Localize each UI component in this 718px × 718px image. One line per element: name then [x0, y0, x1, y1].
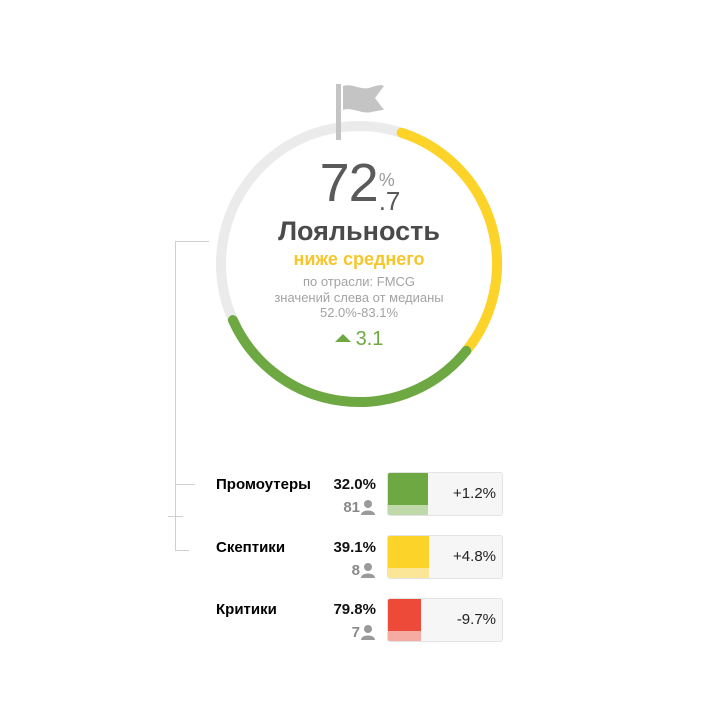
segment-fill-promoters — [388, 473, 428, 505]
segment-name-skeptics: Скептики — [216, 539, 286, 556]
segment-count-promoters: 81 — [343, 499, 360, 516]
segment-percent-critics: 79.8% — [333, 601, 376, 618]
metric-title: Лояльность — [278, 216, 440, 246]
segment-fill-skeptics — [388, 536, 430, 568]
segment-percent-promoters: 32.0% — [333, 476, 376, 493]
tree-branch-promoters — [175, 484, 195, 485]
tree-branch-top — [175, 241, 209, 242]
metric-status: ниже среднего — [293, 249, 425, 269]
score-integer: 72 — [319, 153, 379, 213]
segment-fill-light-skeptics — [388, 568, 430, 578]
delta-value: 3.1 — [300, 328, 418, 351]
segment-percent-skeptics: 39.1% — [333, 539, 376, 556]
delta-text: 3.1 — [355, 328, 384, 350]
industry-note: по отрасли: FMCG — [302, 274, 416, 289]
user-icon — [361, 500, 375, 515]
segment-fill-light-promoters — [388, 505, 428, 515]
segment-count-skeptics: 8 — [351, 562, 360, 579]
gauge-yellow-arc — [396, 127, 502, 356]
segment-change-box-skeptics: +4.8% — [387, 535, 503, 579]
segment-fill-light-critics — [388, 631, 422, 641]
expand-plus-icon-v[interactable] — [175, 509, 176, 524]
gauge-track — [216, 121, 423, 365]
user-icon — [361, 563, 375, 578]
tree-connector — [175, 241, 176, 550]
segment-change-critics: -9.7% — [456, 611, 496, 628]
segment-fill-critics — [388, 599, 422, 631]
flag-icon — [336, 84, 384, 140]
range-note: 52.0%-83.1% — [319, 305, 399, 320]
segment-change-promoters: +1.2% — [453, 485, 496, 502]
tree-branch-bottom — [175, 550, 189, 551]
arrow-up-icon — [334, 334, 351, 342]
segment-name-promoters: Промоутеры — [216, 476, 311, 493]
user-icon — [361, 625, 375, 640]
segment-name-critics: Критики — [216, 601, 277, 618]
segment-change-box-critics: -9.7% — [387, 598, 503, 642]
score-value: 72% .7 — [250, 152, 470, 214]
gauge-green-arc — [227, 315, 472, 407]
segment-count-critics: 7 — [351, 624, 360, 641]
segment-change-skeptics: +4.8% — [453, 548, 496, 565]
score-decimal: .7 — [378, 186, 401, 216]
median-note: значений слева от медианы — [274, 290, 444, 305]
segment-change-box-promoters: +1.2% — [387, 472, 503, 516]
score-unit: % — [378, 170, 395, 190]
